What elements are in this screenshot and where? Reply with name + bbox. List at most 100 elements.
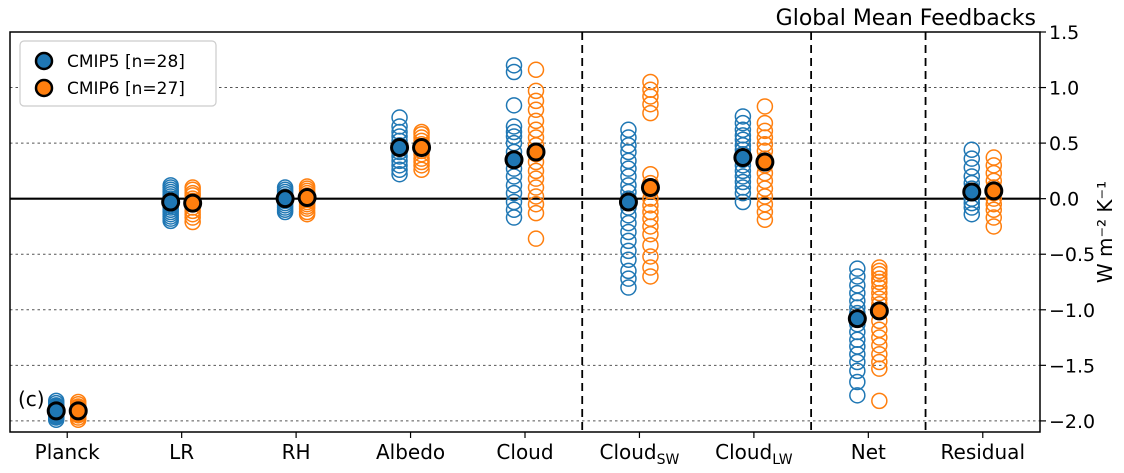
data-point xyxy=(871,265,888,283)
x-tick-label: LR xyxy=(169,440,194,464)
data-point xyxy=(184,213,201,231)
data-point xyxy=(734,184,752,202)
data-point xyxy=(505,118,523,135)
data-point xyxy=(849,260,866,277)
data-point xyxy=(620,232,637,250)
y-tick-label: −1.0 xyxy=(1049,300,1095,322)
data-point xyxy=(963,205,981,223)
legend-box xyxy=(19,40,217,107)
data-point xyxy=(413,157,430,174)
data-point xyxy=(527,195,545,213)
data-point xyxy=(505,97,523,114)
mean-marker xyxy=(526,142,546,162)
data-point xyxy=(642,248,659,265)
data-point xyxy=(642,197,659,214)
data-point xyxy=(642,259,659,276)
x-tick-label: Net xyxy=(851,440,886,464)
data-point xyxy=(849,268,866,285)
data-point xyxy=(871,360,888,377)
data-point xyxy=(985,201,1003,219)
mean-marker xyxy=(275,189,295,209)
data-points xyxy=(47,57,1003,429)
data-point xyxy=(756,129,774,146)
y-axis-label: W m⁻² K⁻¹ xyxy=(1093,181,1117,283)
data-point xyxy=(642,88,659,105)
data-point xyxy=(871,392,888,410)
data-point xyxy=(620,160,637,177)
x-tick-label: CloudLW xyxy=(715,440,793,468)
data-point xyxy=(527,170,545,187)
data-point xyxy=(963,141,981,159)
mean-marker xyxy=(755,152,775,172)
y-tick-label: −1.5 xyxy=(1049,355,1095,377)
data-point xyxy=(620,251,637,269)
legend-marker xyxy=(34,51,54,71)
y-axis-ticks: 1.5 1.0 0.5 0.0 −0.5 −1.0 −1.5 −2.0 xyxy=(1040,22,1095,433)
data-point xyxy=(734,173,752,191)
x-axis-ticks: Planck LR RH Albedo Cloud CloudSW CloudLW Net Re… xyxy=(35,432,1025,468)
data-point xyxy=(391,161,408,179)
data-point xyxy=(734,168,752,185)
data-point xyxy=(527,188,545,205)
data-point xyxy=(849,353,866,371)
x-tick-label: Albedo xyxy=(376,440,445,464)
legend-label: CMIP6 [n=27] xyxy=(67,79,185,99)
data-point xyxy=(642,237,659,254)
category-separators xyxy=(581,32,927,432)
data-point xyxy=(871,337,888,354)
chart-title: Global Mean Feedbacks xyxy=(776,6,1036,31)
data-point xyxy=(734,114,752,132)
data-point xyxy=(871,284,888,302)
data-point xyxy=(505,184,523,202)
mean-marker xyxy=(161,192,181,212)
x-tick-label: RH xyxy=(282,440,311,464)
data-point xyxy=(756,203,774,221)
data-point xyxy=(734,108,752,125)
data-point xyxy=(527,92,545,110)
data-point xyxy=(985,218,1003,235)
data-point xyxy=(963,150,981,167)
y-tick-label: 1.0 xyxy=(1049,78,1079,100)
data-point xyxy=(391,109,408,126)
data-point xyxy=(849,292,866,310)
legend: CMIP5 [n=28] CMIP6 [n=27] xyxy=(19,40,217,107)
data-point xyxy=(734,193,752,211)
data-point xyxy=(620,279,637,296)
y-tick-label: −2.0 xyxy=(1049,411,1095,433)
data-point xyxy=(620,223,637,241)
data-point xyxy=(849,345,866,363)
data-point xyxy=(391,157,408,174)
y-tick-label: 0.0 xyxy=(1049,189,1079,211)
mean-marker xyxy=(46,401,66,421)
data-point xyxy=(505,134,523,152)
data-point xyxy=(527,179,545,196)
x-tick-label: Cloud xyxy=(496,440,553,464)
data-point xyxy=(527,162,545,180)
data-point xyxy=(505,177,523,194)
data-point xyxy=(527,204,545,222)
data-point xyxy=(756,211,774,229)
legend-label: CMIP5 [n=28] xyxy=(67,52,185,72)
data-point xyxy=(505,57,523,74)
data-point xyxy=(642,268,659,285)
data-point xyxy=(756,98,774,115)
mean-marker xyxy=(847,309,867,329)
data-point xyxy=(849,373,866,391)
data-point xyxy=(871,279,888,296)
mean-marker xyxy=(640,178,660,198)
y-tick-label: 1.5 xyxy=(1049,22,1079,44)
mean-marker xyxy=(412,138,432,158)
data-point xyxy=(527,101,545,119)
data-point xyxy=(505,201,523,219)
data-point xyxy=(527,82,545,100)
data-point xyxy=(620,143,637,161)
data-point xyxy=(620,270,637,287)
data-point xyxy=(505,209,523,226)
data-point xyxy=(620,214,637,232)
mean-markers xyxy=(46,138,1004,421)
x-tick-label: CloudSW xyxy=(600,440,680,468)
data-point xyxy=(505,123,523,141)
mean-marker xyxy=(297,188,317,208)
data-point xyxy=(642,225,659,243)
